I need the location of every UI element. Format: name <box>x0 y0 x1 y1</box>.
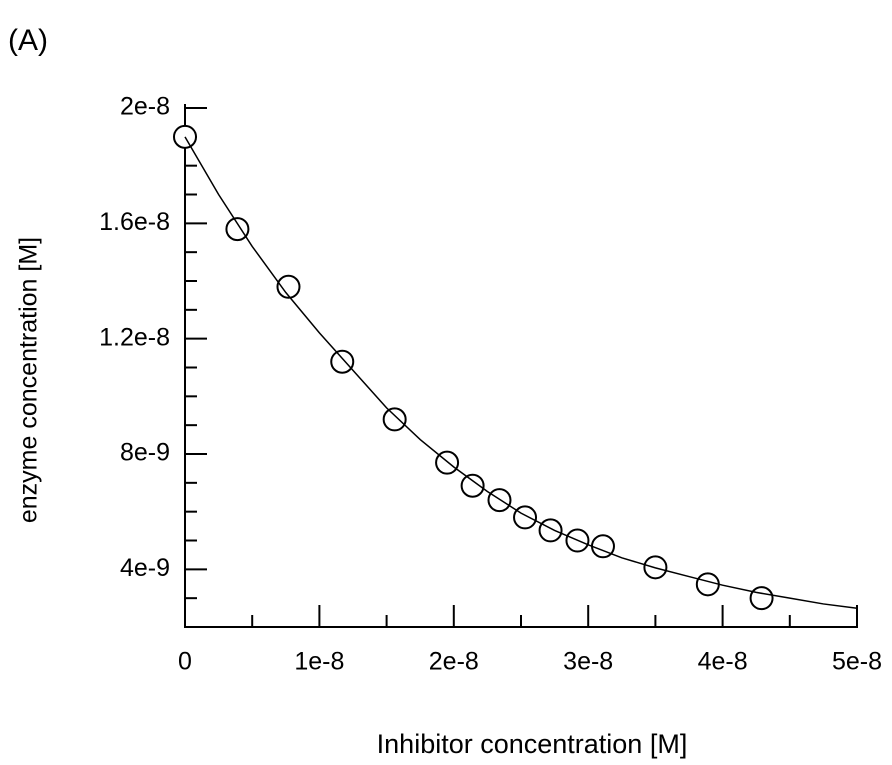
data-point <box>513 505 538 530</box>
x-tick-label: 2e-8 <box>429 648 479 676</box>
x-tick-label: 4e-8 <box>698 648 748 676</box>
data-point <box>538 518 563 543</box>
x-tick-label: 5e-8 <box>832 648 882 676</box>
data-point <box>276 274 301 299</box>
y-tick-label: 1.6e-8 <box>99 208 170 236</box>
y-tick-label: 1.2e-8 <box>99 323 170 351</box>
x-tick-label: 1e-8 <box>294 648 344 676</box>
data-point <box>695 572 720 597</box>
y-tick-label: 4e-9 <box>120 554 170 582</box>
data-point <box>749 586 774 611</box>
y-axis-label: enzyme concentration [M] <box>15 237 43 523</box>
data-point <box>330 349 355 374</box>
data-point <box>225 217 250 242</box>
y-tick-label: 8e-9 <box>120 439 170 467</box>
fit-curve <box>184 136 858 610</box>
data-point <box>382 407 407 432</box>
x-tick-label: 0 <box>178 648 192 676</box>
data-point <box>460 473 485 498</box>
chart-title: (A) <box>8 24 48 57</box>
x-axis-label: Inhibitor concentration [M] <box>377 729 688 759</box>
x-tick-label: 3e-8 <box>563 648 613 676</box>
y-tick-label: 2e-8 <box>120 93 170 121</box>
